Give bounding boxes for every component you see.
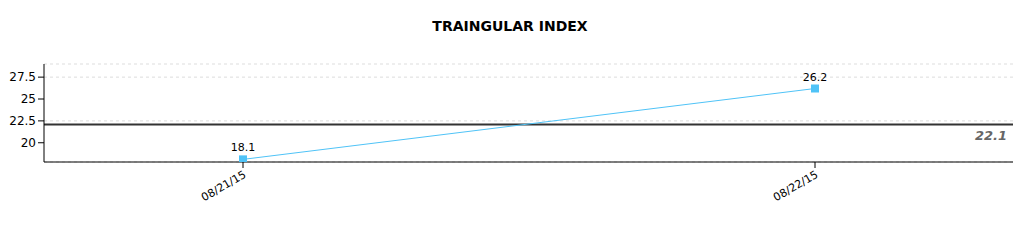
svg-text:27.5: 27.5 (9, 70, 36, 84)
svg-text:18.1: 18.1 (231, 141, 256, 154)
svg-text:08/22/15: 08/22/15 (771, 168, 820, 204)
svg-text:26.2: 26.2 (803, 71, 828, 84)
svg-text:08/21/15: 08/21/15 (199, 168, 248, 204)
svg-text:22.5: 22.5 (9, 114, 36, 128)
svg-text:20: 20 (21, 136, 36, 150)
svg-text:22.1: 22.1 (975, 128, 1007, 143)
html-text:TRAINGULAR INDEX: TRAINGULAR INDEX (432, 18, 588, 34)
svg-text:25: 25 (21, 92, 36, 106)
